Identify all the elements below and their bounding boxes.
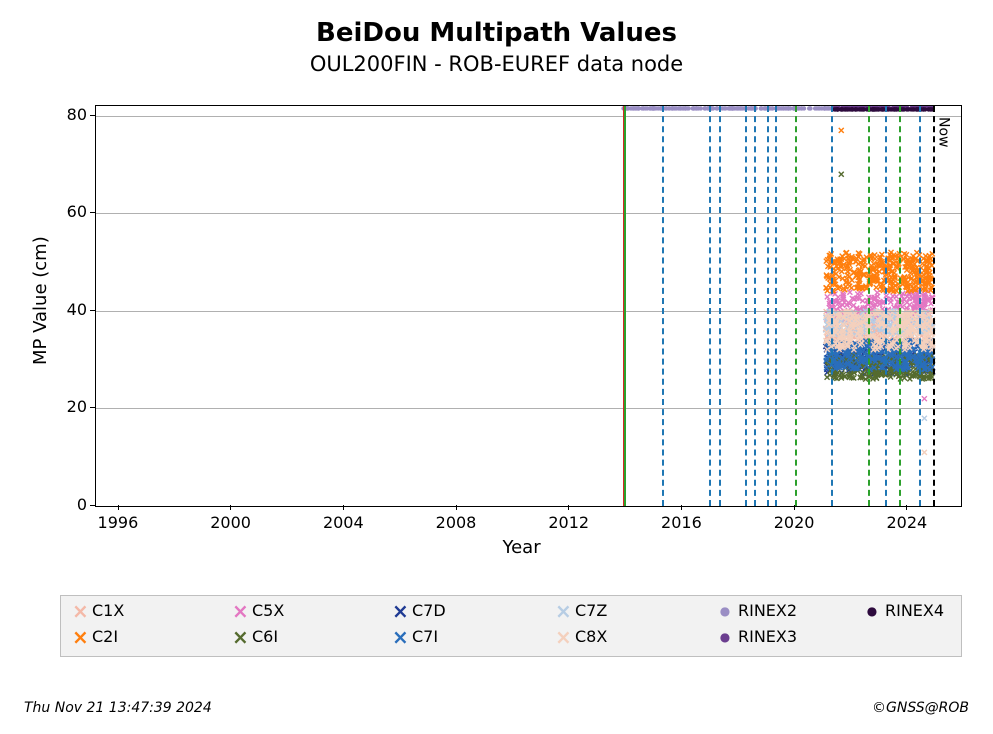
event-vline: [662, 106, 664, 506]
y-tick-label: 60: [67, 202, 87, 221]
y-tick-label: 20: [67, 397, 87, 416]
x-tick-label: 2020: [774, 513, 815, 532]
legend-item-c8x: × C8X: [555, 627, 607, 646]
legend-label: RINEX2: [738, 601, 797, 620]
legend-label: C2I: [92, 627, 118, 646]
plot-area: [95, 105, 962, 507]
event-vline: [885, 106, 887, 506]
footer-copyright: ©GNSS@ROB: [872, 700, 969, 716]
footer-timestamp: Thu Nov 21 13:47:39 2024: [24, 700, 212, 716]
x-tick-label: 2024: [886, 513, 927, 532]
legend-label: C7D: [412, 601, 446, 620]
x-tick-label: 1996: [98, 513, 139, 532]
x-tick-label: 2012: [548, 513, 589, 532]
legend-item-c7d: × C7D: [392, 601, 446, 620]
chart-subtitle: OUL200FIN - ROB-EUREF data node: [0, 52, 993, 76]
legend-label: C7I: [412, 627, 438, 646]
x-marker-icon: ×: [555, 630, 569, 644]
x-marker-icon: ×: [72, 604, 86, 618]
x-tick-label: 2000: [210, 513, 251, 532]
legend-label: C1X: [92, 601, 124, 620]
event-vline: [775, 106, 777, 506]
chart-title: BeiDou Multipath Values: [0, 18, 993, 48]
event-vline: [795, 106, 797, 506]
x-tick-label: 2008: [436, 513, 477, 532]
legend-label: C5X: [252, 601, 284, 620]
legend-item-c7z: × C7Z: [555, 601, 607, 620]
legend-item-rinex3: ● RINEX3: [718, 627, 797, 646]
legend-label: RINEX3: [738, 627, 797, 646]
y-axis-label: MP Value (cm): [30, 236, 51, 365]
event-vline: [754, 106, 756, 506]
event-vline: [767, 106, 769, 506]
x-tick-label: 2004: [323, 513, 364, 532]
legend-label: C8X: [575, 627, 607, 646]
dot-marker-icon: ●: [718, 630, 732, 644]
x-axis-label: Year: [503, 537, 541, 558]
x-marker-icon: ×: [232, 604, 246, 618]
event-vline: [868, 106, 870, 506]
event-vline: [745, 106, 747, 506]
event-vline: [899, 106, 901, 506]
chart-container: BeiDou Multipath Values OUL200FIN - ROB-…: [0, 0, 993, 734]
legend-item-rinex4: ● RINEX4: [865, 601, 944, 620]
legend-item-c2i: × C2I: [72, 627, 118, 646]
y-tick-label: 40: [67, 300, 87, 319]
y-tick-label: 80: [67, 105, 87, 124]
legend-item-rinex2: ● RINEX2: [718, 601, 797, 620]
x-marker-icon: ×: [555, 604, 569, 618]
x-marker-icon: ×: [392, 630, 406, 644]
dot-marker-icon: ●: [718, 604, 732, 618]
x-tick-label: 2016: [661, 513, 702, 532]
legend-item-c6i: × C6I: [232, 627, 278, 646]
x-marker-icon: ×: [72, 630, 86, 644]
dot-marker-icon: ●: [865, 604, 879, 618]
event-vline: [709, 106, 711, 506]
legend-label: C7Z: [575, 601, 607, 620]
x-marker-icon: ×: [392, 604, 406, 618]
legend-item-c5x: × C5X: [232, 601, 284, 620]
y-tick-label: 0: [77, 495, 87, 514]
event-vline: [919, 106, 921, 506]
now-label: Now: [936, 117, 952, 148]
legend-item-c7i: × C7I: [392, 627, 438, 646]
legend-box: [60, 595, 962, 657]
x-marker-icon: ×: [232, 630, 246, 644]
event-vline: [719, 106, 721, 506]
legend-label: C6I: [252, 627, 278, 646]
event-vline: [933, 106, 935, 506]
legend-label: RINEX4: [885, 601, 944, 620]
event-vline: [624, 106, 626, 506]
event-vline: [831, 106, 833, 506]
legend-item-c1x: × C1X: [72, 601, 124, 620]
